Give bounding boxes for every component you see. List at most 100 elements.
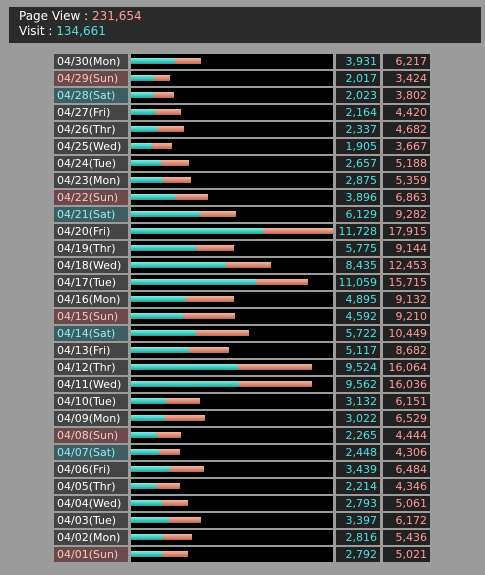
visit-count: 5,117 [336,343,380,358]
visit-count: 9,562 [336,377,380,392]
date-label: 04/24(Tue) [54,156,128,171]
bar-track [131,224,333,239]
visit-bar [131,58,175,64]
visit-count: 2,793 [336,496,380,511]
visit-bar [131,534,163,540]
date-label: 04/17(Tue) [54,275,128,290]
page-view-count: 5,436 [383,530,430,545]
date-label: 04/26(Thr) [54,122,128,137]
page-view-total: 231,654 [92,9,142,23]
page-view-count: 9,144 [383,241,430,256]
visit-summary: Visit : 134,661 [19,24,471,39]
page-view-count: 3,667 [383,139,430,154]
visit-count: 3,931 [336,54,380,69]
visit-bar [131,143,152,149]
page-view-count: 15,715 [383,275,430,290]
visit-bar [131,313,183,319]
date-label: 04/09(Mon) [54,411,128,426]
date-label: 04/06(Fri) [54,462,128,477]
visit-count: 2,816 [336,530,380,545]
date-label: 04/12(Thr) [54,360,128,375]
visit-count: 2,657 [336,156,380,171]
summary-panel: Page View : 231,654 Visit : 134,661 [9,7,481,43]
visit-bar [131,347,189,353]
bar-track [131,258,333,273]
visit-count: 3,397 [336,513,380,528]
bar-track [131,377,333,392]
bar-track [131,394,333,409]
visit-bar [131,160,161,166]
visit-count: 6,129 [336,207,380,222]
bar-track [131,156,333,171]
visit-bar [131,381,239,387]
page-view-count: 8,682 [383,343,430,358]
visit-count: 3,896 [336,190,380,205]
page-view-count: 17,915 [383,224,430,239]
visit-count: 3,022 [336,411,380,426]
page-view-summary: Page View : 231,654 [19,9,471,24]
page-view-count: 6,172 [383,513,430,528]
date-label: 04/18(Wed) [54,258,128,273]
visit-count: 9,524 [336,360,380,375]
bar-track [131,207,333,222]
page-view-count: 5,021 [383,547,430,562]
visit-count: 2,448 [336,445,380,460]
visit-bar [131,415,165,421]
visit-bar [131,449,159,455]
date-label: 04/22(Sun) [54,190,128,205]
date-label: 04/15(Sun) [54,309,128,324]
bar-track [131,479,333,494]
bar-track [131,54,333,69]
visit-count: 2,792 [336,547,380,562]
date-label: 04/25(Wed) [54,139,128,154]
visit-count: 3,132 [336,394,380,409]
page-view-count: 6,529 [383,411,430,426]
bar-track [131,88,333,103]
page-view-count: 6,217 [383,54,430,69]
page-view-count: 6,484 [383,462,430,477]
bar-track [131,411,333,426]
page-view-count: 3,424 [383,71,430,86]
bar-track [131,71,333,86]
visit-count: 2,337 [336,122,380,137]
visit-count: 2,265 [336,428,380,443]
bar-track [131,190,333,205]
visit-bar [131,109,155,115]
page-view-count: 12,453 [383,258,430,273]
bar-track [131,428,333,443]
bar-track [131,292,333,307]
visit-count: 5,722 [336,326,380,341]
bar-track [131,360,333,375]
date-label: 04/14(Sat) [54,326,128,341]
visit-bar [131,279,256,285]
page-view-count: 4,306 [383,445,430,460]
page-view-count: 4,346 [383,479,430,494]
page-view-count: 9,282 [383,207,430,222]
visit-bar [131,296,186,302]
date-label: 04/11(Wed) [54,377,128,392]
bar-track [131,462,333,477]
page-view-label: Page View : [19,9,93,23]
bar-track [131,445,333,460]
page-view-count: 3,802 [383,88,430,103]
visit-count: 2,875 [336,173,380,188]
date-label: 04/21(Sat) [54,207,128,222]
page-view-count: 4,682 [383,122,430,137]
page-view-count: 5,359 [383,173,430,188]
page-view-bar [131,109,181,115]
visit-bar [131,92,154,98]
bar-track [131,547,333,562]
page-view-count: 16,064 [383,360,430,375]
page-view-count: 6,151 [383,394,430,409]
visit-count: 2,017 [336,71,380,86]
visit-count: 5,775 [336,241,380,256]
date-label: 04/03(Tue) [54,513,128,528]
date-label: 04/08(Sun) [54,428,128,443]
visit-count: 4,592 [336,309,380,324]
page-view-count: 5,061 [383,496,430,511]
visit-bar [131,483,156,489]
visit-count: 11,728 [336,224,380,239]
visit-bar [131,364,238,370]
date-label: 04/19(Thr) [54,241,128,256]
page-view-count: 9,132 [383,292,430,307]
